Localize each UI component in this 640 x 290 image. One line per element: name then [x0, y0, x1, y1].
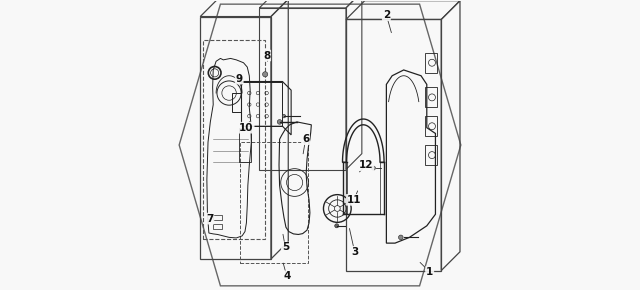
Text: 3: 3: [351, 247, 358, 257]
Text: 10: 10: [239, 123, 253, 133]
Bar: [213, 215, 222, 220]
Circle shape: [262, 72, 268, 77]
Bar: [240, 142, 308, 263]
Circle shape: [335, 224, 339, 228]
Circle shape: [399, 235, 403, 240]
Circle shape: [282, 115, 285, 118]
Circle shape: [277, 119, 282, 124]
Text: 11: 11: [347, 195, 362, 205]
Bar: [202, 40, 264, 239]
Text: 5: 5: [282, 242, 289, 253]
Text: 7: 7: [206, 214, 213, 224]
Text: 1: 1: [426, 267, 433, 277]
Text: 12: 12: [359, 160, 373, 170]
Bar: [213, 224, 222, 229]
Text: 2: 2: [383, 10, 390, 20]
Text: 6: 6: [302, 134, 309, 144]
Text: 8: 8: [263, 50, 270, 61]
Text: 9: 9: [236, 74, 243, 84]
Text: 4: 4: [283, 271, 291, 281]
Circle shape: [371, 166, 376, 170]
